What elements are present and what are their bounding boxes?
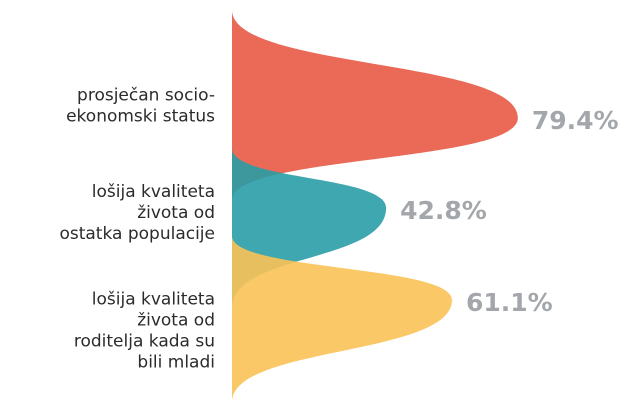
category-label: života od: [137, 203, 215, 223]
bell-shape: [232, 10, 518, 200]
category-label: lošija kvaliteta: [92, 182, 215, 202]
value-label: 79.4%: [532, 106, 619, 135]
category-label: života od: [137, 311, 215, 331]
category-label: ekonomski status: [66, 107, 215, 127]
category-label: lošija kvaliteta: [92, 290, 215, 310]
category-label: roditelja kada su: [74, 332, 215, 352]
bell-shape: [232, 236, 452, 402]
category-label: bili mladi: [137, 353, 215, 373]
value-label: 61.1%: [466, 288, 553, 317]
category-label: ostatka populacije: [59, 224, 215, 244]
category-label: prosječan socio-: [77, 86, 215, 106]
value-label: 42.8%: [400, 196, 487, 225]
